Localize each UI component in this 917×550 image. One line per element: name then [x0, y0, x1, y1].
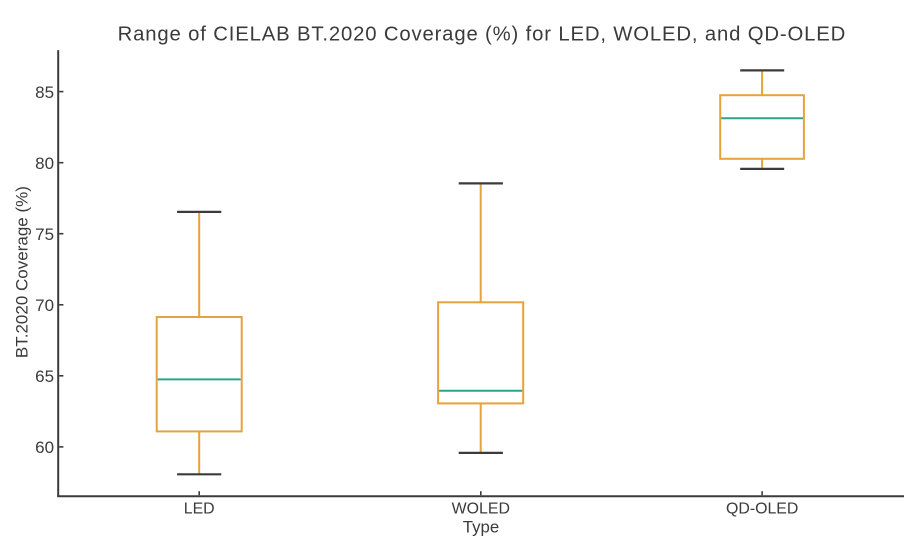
svg-text:QD-OLED: QD-OLED: [726, 500, 798, 517]
svg-text:BT.2020 Coverage (%): BT.2020 Coverage (%): [13, 186, 32, 358]
svg-text:60: 60: [35, 438, 54, 457]
svg-text:LED: LED: [184, 500, 215, 517]
svg-text:65: 65: [35, 367, 54, 386]
svg-text:Type: Type: [463, 518, 499, 537]
svg-text:WOLED: WOLED: [452, 500, 510, 517]
svg-text:Range of CIELAB BT.2020 Covera: Range of CIELAB BT.2020 Coverage (%) for…: [118, 24, 846, 46]
svg-text:85: 85: [35, 83, 54, 102]
svg-text:75: 75: [35, 225, 54, 244]
svg-text:70: 70: [35, 296, 54, 315]
svg-text:80: 80: [35, 154, 54, 173]
